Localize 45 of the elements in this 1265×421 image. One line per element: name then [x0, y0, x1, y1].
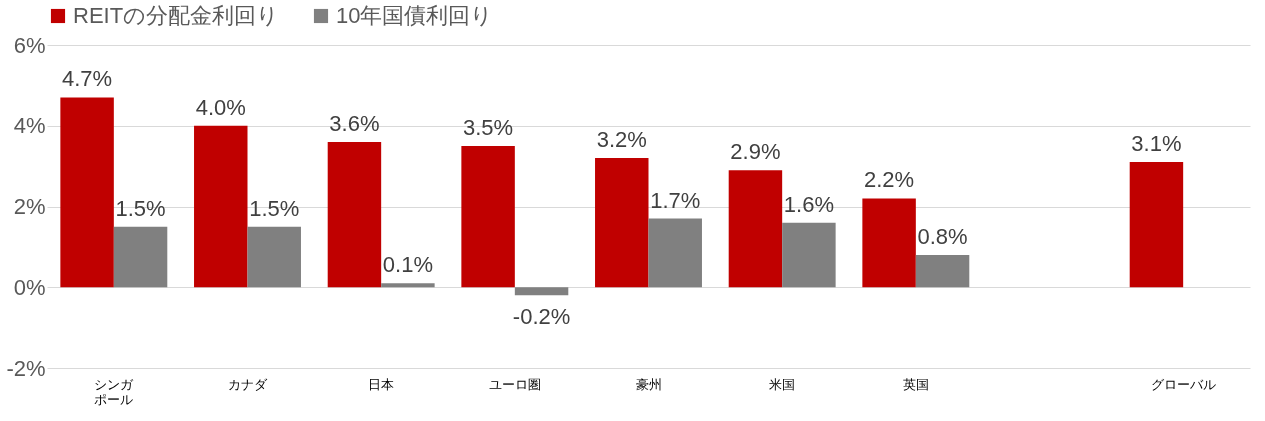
y-tick-label: 4% [13, 113, 46, 139]
bar [461, 145, 515, 288]
bar [381, 283, 435, 288]
data-label: 1.5% [249, 195, 300, 221]
data-label: 1.7% [650, 187, 701, 213]
data-label: 0.1% [382, 252, 433, 278]
bar [60, 97, 114, 288]
x-tick-label: 米国 [769, 376, 796, 392]
data-label: 2.2% [864, 167, 915, 193]
bar [514, 287, 569, 296]
x-tick-label: 日本 [368, 376, 395, 392]
data-label: 4.7% [62, 66, 113, 92]
bar [247, 226, 301, 288]
data-label: 3.1% [1131, 131, 1182, 157]
data-label: 3.2% [596, 127, 647, 153]
x-tick-label: 英国 [902, 376, 929, 392]
legend-label: 10年国債利回り [336, 3, 494, 28]
x-tick-label: グローバル [1150, 376, 1216, 392]
bar [194, 125, 248, 288]
x-tick-label: シンガポール [94, 376, 135, 407]
data-label: 4.0% [195, 94, 246, 120]
bar [327, 141, 382, 288]
x-tick-label: 豪州 [635, 376, 662, 392]
bar [782, 222, 836, 288]
y-tick-label: -2% [6, 355, 46, 381]
bar [113, 226, 168, 288]
data-label: 1.6% [783, 191, 834, 217]
bar [728, 170, 783, 288]
data-label: 0.8% [917, 223, 968, 249]
y-tick-label: 0% [13, 274, 46, 300]
data-label: 1.5% [115, 195, 166, 221]
bar [648, 218, 702, 288]
y-tick-label: 6% [13, 32, 46, 58]
data-label: 3.5% [463, 114, 514, 140]
data-label: -0.2% [512, 304, 571, 330]
legend-label: REITの分配金利回り [73, 3, 280, 28]
x-tick-label: ユーロ圏 [488, 376, 541, 392]
bar [595, 158, 649, 288]
bar [1129, 162, 1184, 288]
bar [862, 198, 916, 288]
data-label: 2.9% [730, 139, 781, 165]
x-tick-label: カナダ [228, 376, 268, 392]
y-tick-label: 2% [13, 194, 46, 219]
data-label: 3.6% [329, 110, 380, 136]
bar [915, 254, 970, 288]
